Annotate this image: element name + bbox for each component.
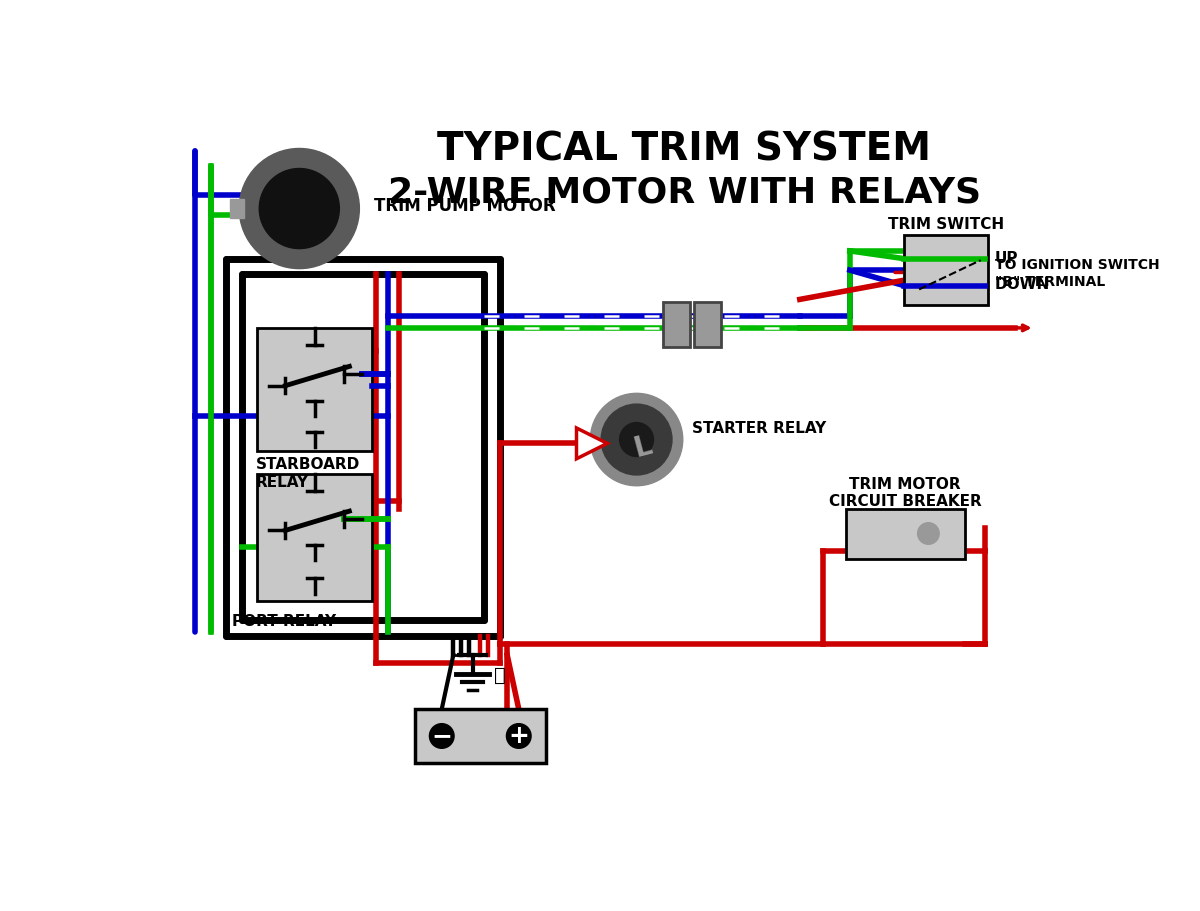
Circle shape [918, 523, 940, 545]
Circle shape [601, 404, 672, 476]
Text: 2-WIRE MOTOR WITH RELAYS: 2-WIRE MOTOR WITH RELAYS [388, 176, 980, 210]
Bar [257, 475, 372, 601]
Bar [415, 710, 546, 763]
Text: +: + [509, 723, 529, 747]
Circle shape [506, 724, 532, 749]
Text: DOWN: DOWN [995, 277, 1050, 292]
Circle shape [619, 423, 654, 457]
Text: TO IGNITION SWITCH
"B" TERMINAL: TO IGNITION SWITCH "B" TERMINAL [995, 258, 1159, 288]
Text: TRIM MOTOR
CIRCUIT BREAKER: TRIM MOTOR CIRCUIT BREAKER [829, 476, 982, 508]
Bar [846, 509, 965, 559]
Text: TRIM PUMP MOTOR: TRIM PUMP MOTOR [374, 197, 556, 214]
Circle shape [430, 724, 454, 749]
Bar [257, 329, 372, 452]
Circle shape [590, 394, 683, 486]
Text: −: − [431, 723, 452, 747]
Circle shape [239, 149, 359, 270]
Text: STARBOARD
RELAY: STARBOARD RELAY [256, 457, 360, 489]
Text: L: L [630, 430, 655, 462]
Text: ⏚: ⏚ [494, 665, 506, 684]
Polygon shape [576, 428, 607, 459]
Text: UP: UP [995, 251, 1018, 265]
Text: STARTER RELAY: STARTER RELAY [692, 421, 827, 436]
Bar [904, 236, 989, 305]
Bar [694, 303, 721, 348]
Text: TRIM SWITCH: TRIM SWITCH [888, 217, 1004, 232]
Bar [662, 303, 690, 348]
Text: PORT RELAY: PORT RELAY [232, 613, 336, 629]
Circle shape [259, 169, 340, 250]
Text: TYPICAL TRIM SYSTEM: TYPICAL TRIM SYSTEM [437, 130, 931, 169]
Bar [230, 200, 244, 219]
